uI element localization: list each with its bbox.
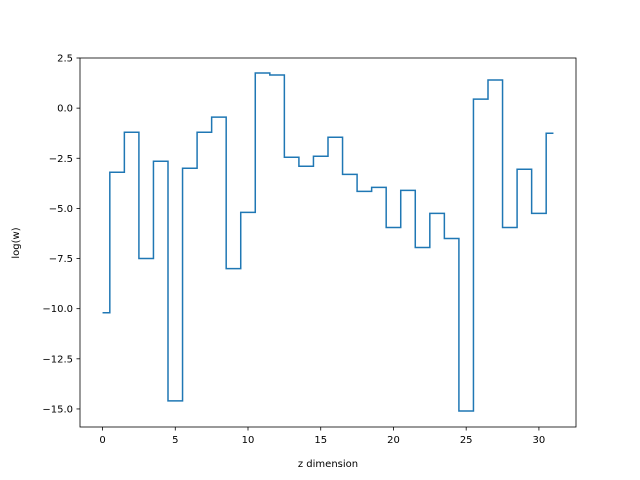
series-line-0: [102, 72, 554, 412]
x-tick-label: 20: [387, 435, 400, 446]
y-tick-label: −15.0: [42, 404, 73, 415]
x-tick-label: 30: [533, 435, 546, 446]
y-tick-label: −10.0: [42, 304, 73, 315]
x-axis-label: z dimension: [298, 459, 358, 470]
x-tick-label: 5: [172, 435, 178, 446]
y-axis-label: log(w): [11, 227, 22, 258]
y-tick-label: −5.0: [49, 204, 73, 215]
y-tick-label: −2.5: [49, 154, 73, 165]
x-tick-label: 25: [460, 435, 473, 446]
y-tick-label: −12.5: [42, 354, 73, 365]
axes-frame: [79, 57, 577, 428]
y-tick-label: 2.5: [57, 54, 73, 65]
axes: [79, 57, 577, 428]
x-tick-label: 0: [99, 435, 105, 446]
y-tick-label: −7.5: [49, 254, 73, 265]
y-tick-label: 0.0: [57, 104, 73, 115]
x-tick-label: 10: [242, 435, 255, 446]
plot-area: [102, 72, 554, 412]
x-tick-label: 15: [314, 435, 327, 446]
x-axis-ticks: 0 5 10 15 20 25 30: [99, 427, 545, 446]
y-axis-ticks: 2.5 0.0 −2.5 −5.0 −7.5 −10.0 −12.5 −15.0: [42, 54, 80, 415]
